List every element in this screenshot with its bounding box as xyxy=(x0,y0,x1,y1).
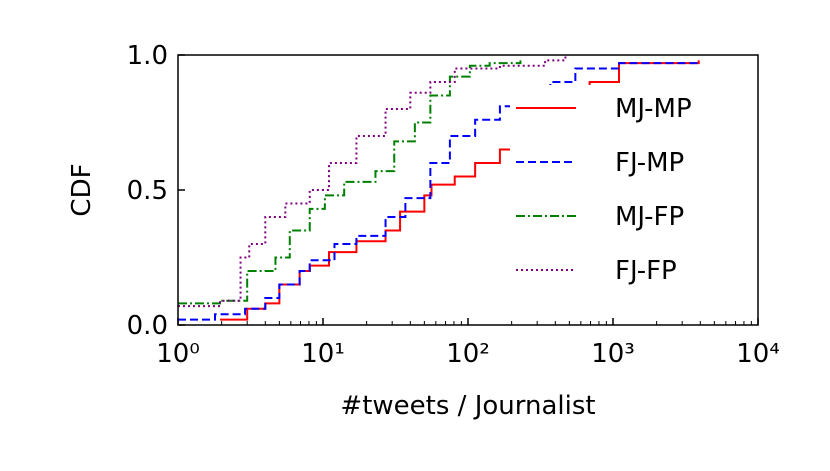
x-axis-label: #tweets / Journalist xyxy=(340,391,595,421)
y-axis-label: CDF xyxy=(67,163,97,216)
y-tick-label: 0.0 xyxy=(127,311,168,341)
y-tick-label: 0.5 xyxy=(127,176,168,206)
legend-label: FJ-MP xyxy=(615,148,684,178)
x-tick-label: 10⁴ xyxy=(736,339,780,369)
cdf-line xyxy=(178,60,522,305)
legend-label: FJ-FP xyxy=(615,256,677,286)
y-tick-label: 1.0 xyxy=(127,41,168,71)
legend-label: MJ-FP xyxy=(615,202,684,232)
x-tick-label: 10² xyxy=(446,339,490,369)
x-tick-label: 10¹ xyxy=(301,339,345,369)
cdf-line xyxy=(178,60,700,321)
x-tick-label: 10⁰ xyxy=(156,339,200,369)
cdf-line xyxy=(178,55,567,308)
legend-box xyxy=(510,85,750,301)
legend-label: MJ-MP xyxy=(615,94,692,124)
x-tick-label: 10³ xyxy=(591,339,635,369)
